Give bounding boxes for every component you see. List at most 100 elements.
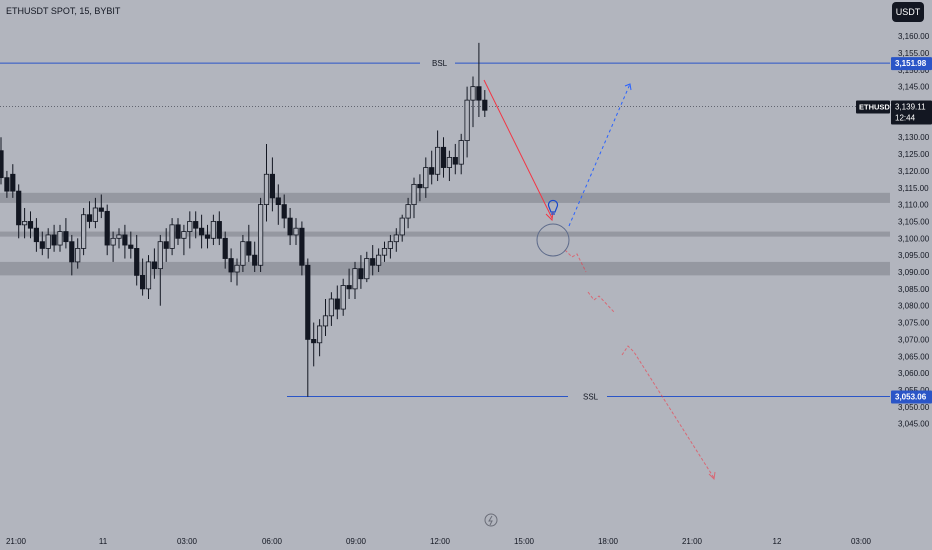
time-label: 09:00 [346,537,367,546]
lightbulb-icon [547,199,559,213]
projection-arrow-up[interactable] [568,83,631,227]
candle-body [81,214,87,249]
candle-body [375,254,382,266]
candle-body [263,173,270,206]
price-tick: 3,145.00 [898,83,930,92]
candle-body [334,298,340,310]
candle-body [16,190,22,226]
candle-body [429,167,435,175]
time-label: 15:00 [514,537,535,546]
arrowhead [545,211,554,222]
candle-body [240,241,246,266]
target-circle[interactable] [536,223,570,257]
candle-body [75,248,81,263]
candle-body [275,197,281,206]
current-price-tag [891,100,932,125]
arrowhead [708,471,716,481]
candle-body [210,221,216,239]
price-scale[interactable] [890,0,932,550]
price-tick: 3,050.00 [898,403,930,412]
candle-body [452,157,458,165]
liquidity-zone [0,261,890,276]
time-label: 06:00 [262,537,283,546]
candle-body [63,231,69,243]
candle-body [57,231,63,246]
symbol-tag-label: ETHUSDT [859,103,895,112]
price-tick: 3,060.00 [898,369,930,378]
candle-body [151,261,157,270]
candle-body [51,234,57,246]
candle-body [169,224,175,249]
price-tick: 3,090.00 [898,268,930,277]
candle-body [358,268,364,280]
candle-body [98,207,104,212]
candle-body [387,241,394,249]
candle-body [440,146,447,168]
price-tick: 3,085.00 [898,285,930,294]
price-tick: 3,065.00 [898,352,930,361]
lightning-icon-glyph [488,515,493,526]
candle-body [346,285,352,290]
candle-body [476,86,482,101]
projection-arrow-down[interactable] [483,79,553,219]
candle-body [293,227,299,236]
candle-body [204,234,211,239]
price-tick: 3,130.00 [898,133,930,142]
time-axis[interactable] [0,532,932,550]
candle-body [33,227,40,243]
candle-body [269,173,276,199]
lightning-icon[interactable] [484,513,498,527]
price-tick: 3,095.00 [898,251,930,260]
candle-body [381,248,388,256]
price-tick: 3,070.00 [898,335,930,344]
candle-body [411,183,417,206]
price-tick: 3,115.00 [898,184,929,193]
candle-body [352,268,358,290]
bsl-price-value: 3,151.98 [895,59,927,68]
candle-body [446,157,453,168]
candle-body [187,221,193,232]
current-price-value: 3,139.11 [895,103,926,112]
candle-body [311,339,317,344]
candle-body [322,315,329,327]
candle-body [86,214,93,222]
candle-body [116,234,122,239]
price-tick: 3,110.00 [898,201,929,210]
currency-button[interactable]: USDT [892,2,924,22]
candle-body [163,241,169,249]
candle-body [181,231,187,239]
time-label: 11 [99,537,108,546]
candle-body [39,241,45,249]
candle-body [340,285,346,310]
time-label: 21:00 [682,537,703,546]
candle-body [193,221,199,229]
candle-body [246,241,252,256]
candle-body [92,207,98,222]
candle-body [175,224,181,239]
time-label: 18:00 [598,537,619,546]
candle-body [482,99,488,111]
candle-body [370,258,376,266]
candle-body [328,298,335,317]
candle-body [4,177,10,192]
candle-body [316,325,323,344]
projection-zigzag [621,345,715,479]
ssl-label: SSL [583,392,599,401]
candle-body [157,241,163,270]
candle-body [69,241,75,263]
price-tick: 3,045.00 [898,420,930,429]
bsl-label: BSL [432,59,448,68]
price-tick: 3,125.00 [898,150,930,159]
candle-body [287,217,293,236]
time-label: 12:00 [430,537,451,546]
candle-body [128,244,134,249]
time-label: 03:00 [177,537,198,546]
candle-body [234,264,240,273]
candle-body [470,86,476,101]
price-tick: 3,105.00 [898,217,930,226]
candle-body [0,150,4,179]
arrowhead [624,83,632,91]
time-label: 12 [773,537,782,546]
candle-body [281,204,287,219]
